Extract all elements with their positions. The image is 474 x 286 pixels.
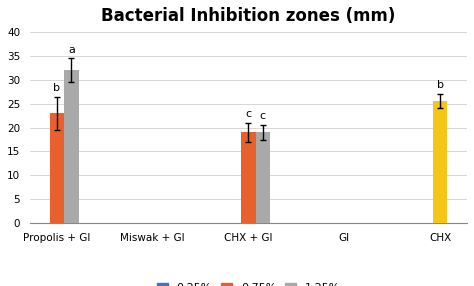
Bar (64, 70, 79, 223)
Text: c: c (260, 111, 266, 121)
Bar (433, 101, 447, 223)
Legend: 0.25%, 0.75%, 1.25%: 0.25%, 0.75%, 1.25% (152, 279, 345, 286)
Bar (50, 113, 64, 223)
Text: c: c (246, 109, 252, 119)
Bar (255, 132, 270, 223)
Text: b: b (54, 83, 61, 93)
Text: b: b (437, 80, 444, 90)
Text: a: a (68, 45, 75, 55)
Bar (241, 132, 255, 223)
Title: Bacterial Inhibition zones (mm): Bacterial Inhibition zones (mm) (101, 7, 396, 25)
